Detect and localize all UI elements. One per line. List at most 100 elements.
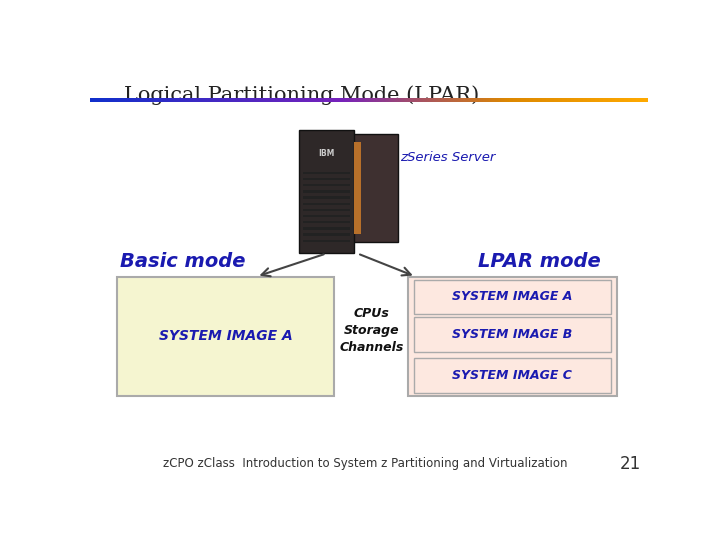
Bar — [486, 98, 487, 102]
Bar — [187, 98, 188, 102]
Bar — [327, 98, 328, 102]
Bar — [134, 98, 135, 102]
Bar — [596, 98, 597, 102]
Bar — [525, 98, 526, 102]
Bar — [266, 98, 267, 102]
Bar — [488, 98, 489, 102]
Bar — [478, 98, 479, 102]
Bar — [340, 98, 341, 102]
Bar — [337, 98, 338, 102]
Bar — [252, 98, 253, 102]
Bar — [98, 98, 99, 102]
Bar — [408, 98, 409, 102]
Bar — [231, 98, 232, 102]
Bar — [193, 98, 194, 102]
Bar — [393, 98, 394, 102]
Bar — [498, 98, 499, 102]
Bar — [571, 98, 572, 102]
Bar — [522, 98, 523, 102]
Bar — [256, 98, 258, 102]
Bar — [166, 98, 167, 102]
Bar — [178, 98, 179, 102]
Bar — [211, 98, 212, 102]
Bar — [222, 98, 223, 102]
Bar — [414, 98, 415, 102]
Bar — [261, 98, 262, 102]
Bar — [526, 98, 527, 102]
Bar — [122, 98, 123, 102]
Bar — [225, 98, 226, 102]
Bar — [461, 98, 462, 102]
Bar — [352, 98, 353, 102]
Bar — [626, 98, 627, 102]
Bar — [338, 98, 339, 102]
Bar — [130, 98, 131, 102]
Bar — [444, 98, 445, 102]
Bar — [618, 98, 619, 102]
Bar — [303, 98, 304, 102]
Bar — [418, 98, 419, 102]
Bar — [447, 98, 448, 102]
Bar — [531, 98, 532, 102]
Bar — [141, 98, 142, 102]
Bar — [144, 98, 145, 102]
Bar — [245, 98, 246, 102]
Bar — [319, 98, 320, 102]
Bar — [109, 98, 110, 102]
Bar — [158, 98, 159, 102]
Bar — [202, 98, 203, 102]
Bar — [584, 98, 585, 102]
Bar — [277, 98, 279, 102]
Bar — [609, 98, 610, 102]
Bar — [473, 98, 474, 102]
Bar — [421, 98, 422, 102]
Bar — [544, 98, 545, 102]
Bar — [273, 98, 274, 102]
Bar — [177, 98, 178, 102]
Bar — [293, 98, 294, 102]
Bar — [132, 98, 133, 102]
Bar — [605, 98, 606, 102]
Bar — [112, 98, 113, 102]
Bar — [507, 98, 508, 102]
Bar — [151, 98, 152, 102]
Bar — [168, 98, 169, 102]
Bar — [283, 98, 284, 102]
Bar — [362, 98, 363, 102]
Bar — [248, 98, 249, 102]
Bar — [303, 240, 350, 242]
Bar — [542, 98, 543, 102]
Bar — [214, 98, 215, 102]
Bar — [99, 98, 100, 102]
Bar — [149, 98, 150, 102]
Bar — [139, 98, 140, 102]
Bar — [191, 98, 192, 102]
Bar — [153, 98, 154, 102]
Bar — [529, 98, 530, 102]
Bar — [142, 98, 143, 102]
Bar — [131, 98, 132, 102]
Bar — [365, 98, 366, 102]
Bar — [509, 98, 510, 102]
Bar — [317, 98, 318, 102]
Bar — [597, 98, 598, 102]
Bar — [528, 98, 529, 102]
Bar — [553, 98, 554, 102]
Bar — [399, 98, 400, 102]
Bar — [351, 98, 352, 102]
Bar — [281, 98, 282, 102]
Bar — [539, 98, 540, 102]
Bar — [286, 98, 287, 102]
Bar — [472, 98, 473, 102]
Bar — [322, 98, 323, 102]
Bar — [616, 98, 617, 102]
FancyBboxPatch shape — [352, 134, 398, 242]
Bar — [469, 98, 471, 102]
Bar — [184, 98, 185, 102]
Bar — [504, 98, 505, 102]
Bar — [270, 98, 271, 102]
Bar — [428, 98, 429, 102]
Bar — [302, 98, 303, 102]
Bar — [371, 98, 372, 102]
Bar — [642, 98, 644, 102]
